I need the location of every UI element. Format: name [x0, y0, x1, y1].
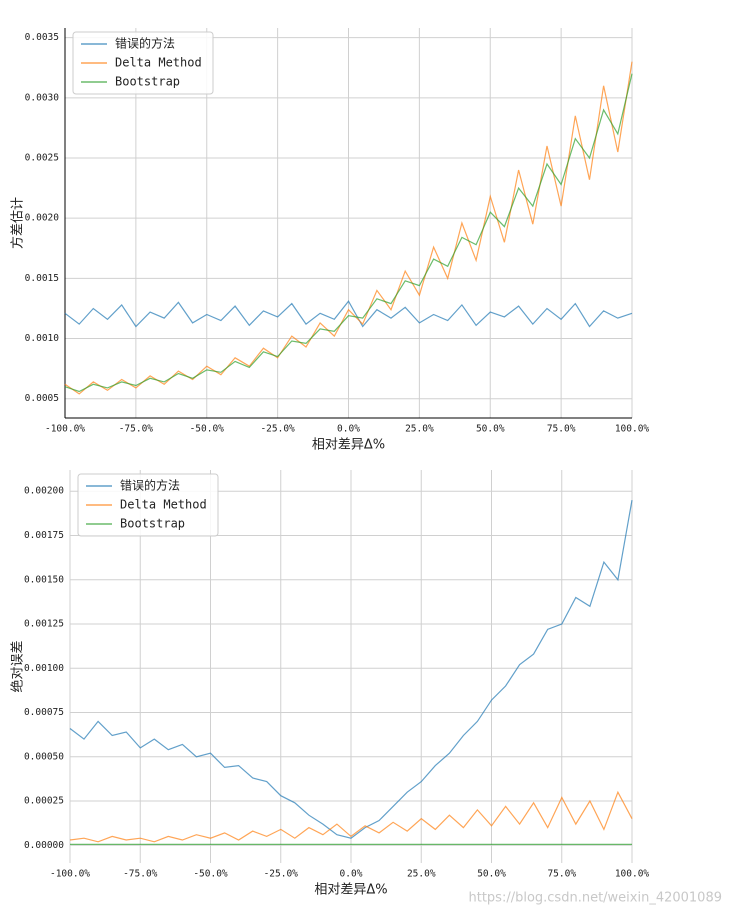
- y-tick-label: 0.00025: [24, 796, 64, 807]
- y-tick-label: 0.00200: [24, 486, 64, 497]
- y-tick-label: 0.00125: [24, 619, 64, 630]
- x-tick-label: -100.0%: [50, 869, 90, 880]
- chart: 0.0005 0.0010 0.0015 0.0020 0.0025 0.0030 0.00…: [10, 28, 650, 453]
- legend-label: Delta Method: [115, 56, 202, 70]
- x-tick-label: 75.0%: [547, 424, 576, 435]
- x-tick-label: 100.0%: [615, 869, 650, 880]
- y-tick-label: 0.00075: [24, 707, 64, 718]
- legend-label: Delta Method: [120, 498, 207, 512]
- x-tick-label: -100.0%: [45, 424, 85, 435]
- y-tick-label: 0.0020: [25, 213, 60, 224]
- y-tick-label: 0.00050: [24, 751, 64, 762]
- legend-box: [72, 31, 214, 95]
- y-tick-label: 0.00000: [24, 840, 64, 851]
- x-tick-label: 25.0%: [405, 424, 434, 435]
- series-line: [69, 790, 633, 843]
- legend-label: 错误的方法: [120, 478, 180, 493]
- series-line: [69, 499, 633, 839]
- y-tick-label: 0.00150: [24, 574, 64, 585]
- y-axis-label: 方差估计: [10, 197, 26, 249]
- chart: 0.00000 0.00025 0.00050 0.00075 0.00100 0.001…: [10, 470, 650, 898]
- y-tick-label: 0.0035: [25, 32, 59, 43]
- y-tick-label: 0.0010: [25, 333, 60, 344]
- x-tick-label: 50.0%: [477, 869, 506, 880]
- y-axis-label: 绝对误差: [10, 640, 26, 692]
- x-tick-label: 0.0%: [337, 424, 360, 435]
- x-tick-label: -50.0%: [190, 424, 225, 435]
- legend-label: 错误的方法: [115, 36, 175, 51]
- x-axis-label: 相对差异Δ%: [314, 883, 387, 898]
- y-tick-label: 0.0005: [25, 393, 59, 404]
- x-tick-label: 25.0%: [407, 869, 436, 880]
- series-line: [64, 61, 633, 395]
- y-tick-label: 0.0030: [25, 92, 60, 103]
- y-tick-label: 0.0015: [25, 273, 59, 284]
- series-line: [64, 73, 633, 393]
- y-tick-label: 0.00175: [24, 530, 64, 541]
- legend-label: Bootstrap: [120, 517, 185, 531]
- x-tick-label: 50.0%: [476, 424, 505, 435]
- x-tick-label: -25.0%: [264, 869, 299, 880]
- x-tick-label: 0.0%: [340, 869, 363, 880]
- watermark: https://blog.csdn.net/weixin_42001089: [468, 891, 722, 906]
- series-line: [64, 300, 633, 328]
- x-tick-label: 75.0%: [547, 869, 576, 880]
- x-tick-label: -75.0%: [119, 424, 154, 435]
- x-tick-label: 100.0%: [615, 424, 650, 435]
- x-tick-label: -75.0%: [123, 869, 158, 880]
- legend-label: Bootstrap: [115, 75, 180, 89]
- x-tick-label: -50.0%: [193, 869, 228, 880]
- x-tick-label: -25.0%: [260, 424, 295, 435]
- legend-box: [77, 473, 219, 537]
- y-tick-label: 0.00100: [24, 663, 64, 674]
- y-tick-label: 0.0025: [25, 153, 59, 164]
- x-axis-label: 相对差异Δ%: [312, 438, 385, 453]
